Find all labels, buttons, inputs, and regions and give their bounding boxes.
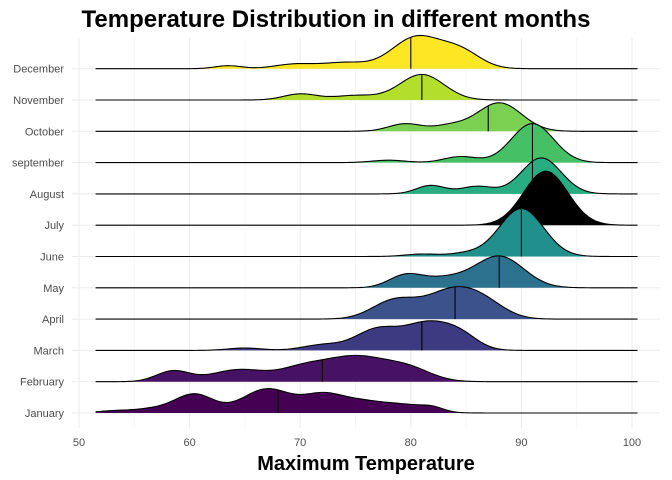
ridge-outline — [95, 255, 638, 289]
ridge-fill — [95, 320, 638, 351]
ridge-outline — [95, 354, 638, 383]
ridge-outline — [95, 157, 638, 195]
y-tick-label: May — [43, 283, 64, 295]
y-tick-label: March — [33, 345, 64, 357]
y-tick-label: April — [42, 314, 64, 326]
y-axis-tick-labels: January February March April May June July Augu… — [12, 64, 64, 420]
ridge-fill — [95, 74, 638, 100]
x-axis-label: Maximum Temperature — [257, 453, 474, 475]
ridge-march — [95, 320, 638, 351]
ridge-april — [95, 286, 638, 320]
y-tick-label: August — [30, 189, 64, 201]
ridge-fill — [95, 208, 638, 257]
ridge-outline — [95, 320, 638, 351]
ridge-fill — [95, 35, 638, 69]
ridge-fill — [95, 388, 638, 413]
ridge-outline — [95, 170, 638, 226]
ridge-fill — [95, 171, 638, 226]
y-tick-label: November — [13, 95, 64, 107]
ridge-fill — [95, 355, 638, 382]
y-tick-label: December — [13, 64, 64, 76]
ridge-july — [95, 170, 638, 226]
x-tick-label: 70 — [294, 437, 306, 449]
ridge-september — [95, 123, 638, 164]
ridge-outline — [95, 73, 638, 101]
x-tick-label: 80 — [405, 437, 417, 449]
y-tick-label: February — [20, 377, 65, 389]
ridge-outline — [95, 388, 638, 414]
ridge-december — [95, 34, 638, 70]
x-tick-label: 90 — [515, 437, 527, 449]
ridge-november — [95, 73, 638, 101]
ridge-january — [95, 388, 638, 414]
x-tick-label: 50 — [73, 437, 85, 449]
x-tick-label: 100 — [623, 437, 641, 449]
ridge-fill — [95, 123, 638, 163]
ridge-fill — [95, 286, 638, 320]
ridge-outline — [95, 123, 638, 164]
ridge-june — [95, 207, 638, 258]
x-tick-label: 60 — [183, 437, 195, 449]
ridge-october — [95, 102, 638, 132]
ridge-may — [95, 255, 638, 289]
x-axis-tick-labels: 50 60 70 80 90 100 — [73, 437, 641, 449]
ridge-fill — [95, 102, 638, 132]
ridge-fill — [95, 255, 638, 288]
ridges — [95, 34, 638, 414]
ridge-february — [95, 354, 638, 383]
y-tick-label: January — [25, 408, 65, 420]
ridge-outline — [95, 102, 638, 132]
ridge-outline — [95, 286, 638, 320]
y-tick-label: June — [40, 252, 64, 264]
chart-title: Temperature Distribution in different mo… — [82, 6, 591, 33]
ridge-outline — [95, 207, 638, 258]
y-tick-label: July — [44, 220, 64, 232]
y-tick-label: september — [12, 158, 64, 170]
ridge-outline — [95, 34, 638, 70]
y-tick-label: October — [25, 126, 64, 138]
